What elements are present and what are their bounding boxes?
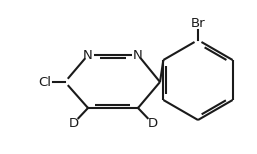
Text: Cl: Cl xyxy=(39,75,51,89)
Text: D: D xyxy=(69,117,79,130)
Text: N: N xyxy=(83,49,93,61)
Text: D: D xyxy=(148,117,158,130)
Text: N: N xyxy=(133,49,143,61)
Text: Br: Br xyxy=(191,16,205,30)
